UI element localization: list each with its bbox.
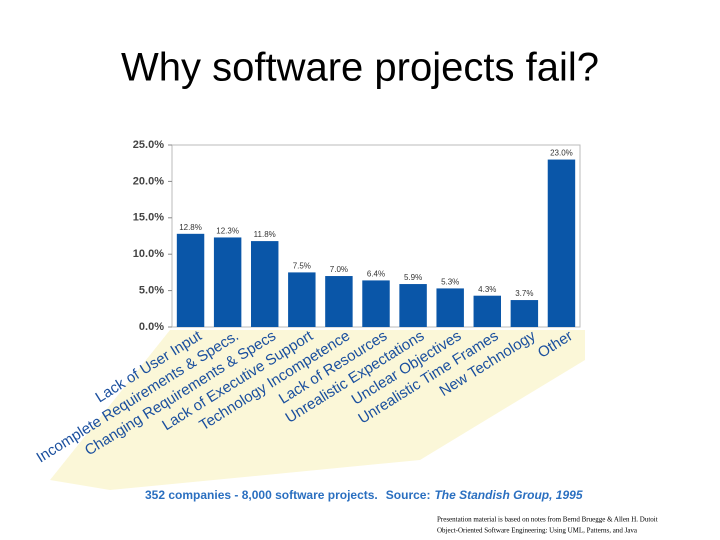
value-label: 11.8% (254, 230, 276, 239)
source-label: Source: (386, 488, 431, 502)
value-label: 12.8% (179, 223, 202, 232)
value-label: 12.3% (216, 227, 239, 236)
bar (473, 295, 501, 327)
bar (510, 300, 539, 327)
bar (325, 276, 353, 327)
bar (362, 280, 390, 327)
value-label: 3.7% (515, 289, 533, 298)
footer-line: Object-Oriented Software Engineering: Us… (437, 527, 638, 535)
bar (547, 159, 576, 327)
bar (288, 272, 316, 327)
y-tick-label: 0.0% (139, 321, 164, 333)
value-label: 5.9% (404, 273, 422, 282)
note: 352 companies - 8,000 software projects. (145, 488, 378, 502)
y-tick-label: 5.0% (139, 285, 164, 297)
label-backdrop (50, 330, 585, 490)
footer-line: Presentation material is based on notes … (437, 516, 658, 524)
bar (251, 241, 279, 327)
value-label: 23.0% (550, 149, 573, 158)
bar (399, 284, 427, 327)
value-label: 4.3% (478, 285, 496, 294)
y-tick-label: 25.0% (133, 139, 164, 151)
bar (213, 237, 242, 327)
value-label: 7.0% (330, 265, 348, 274)
y-tick-label: 10.0% (133, 248, 164, 260)
value-label: 5.3% (441, 278, 459, 287)
value-label: 7.5% (293, 262, 311, 271)
value-label: 6.4% (367, 270, 385, 279)
source: The Standish Group, 1995 (434, 488, 582, 502)
y-tick-label: 15.0% (133, 212, 164, 224)
bar (436, 288, 464, 327)
bar (176, 233, 205, 327)
chart-note: 352 companies - 8,000 software projects.… (145, 488, 583, 502)
slide-title: Why software projects fail? (121, 46, 599, 90)
y-tick-label: 20.0% (133, 175, 164, 187)
